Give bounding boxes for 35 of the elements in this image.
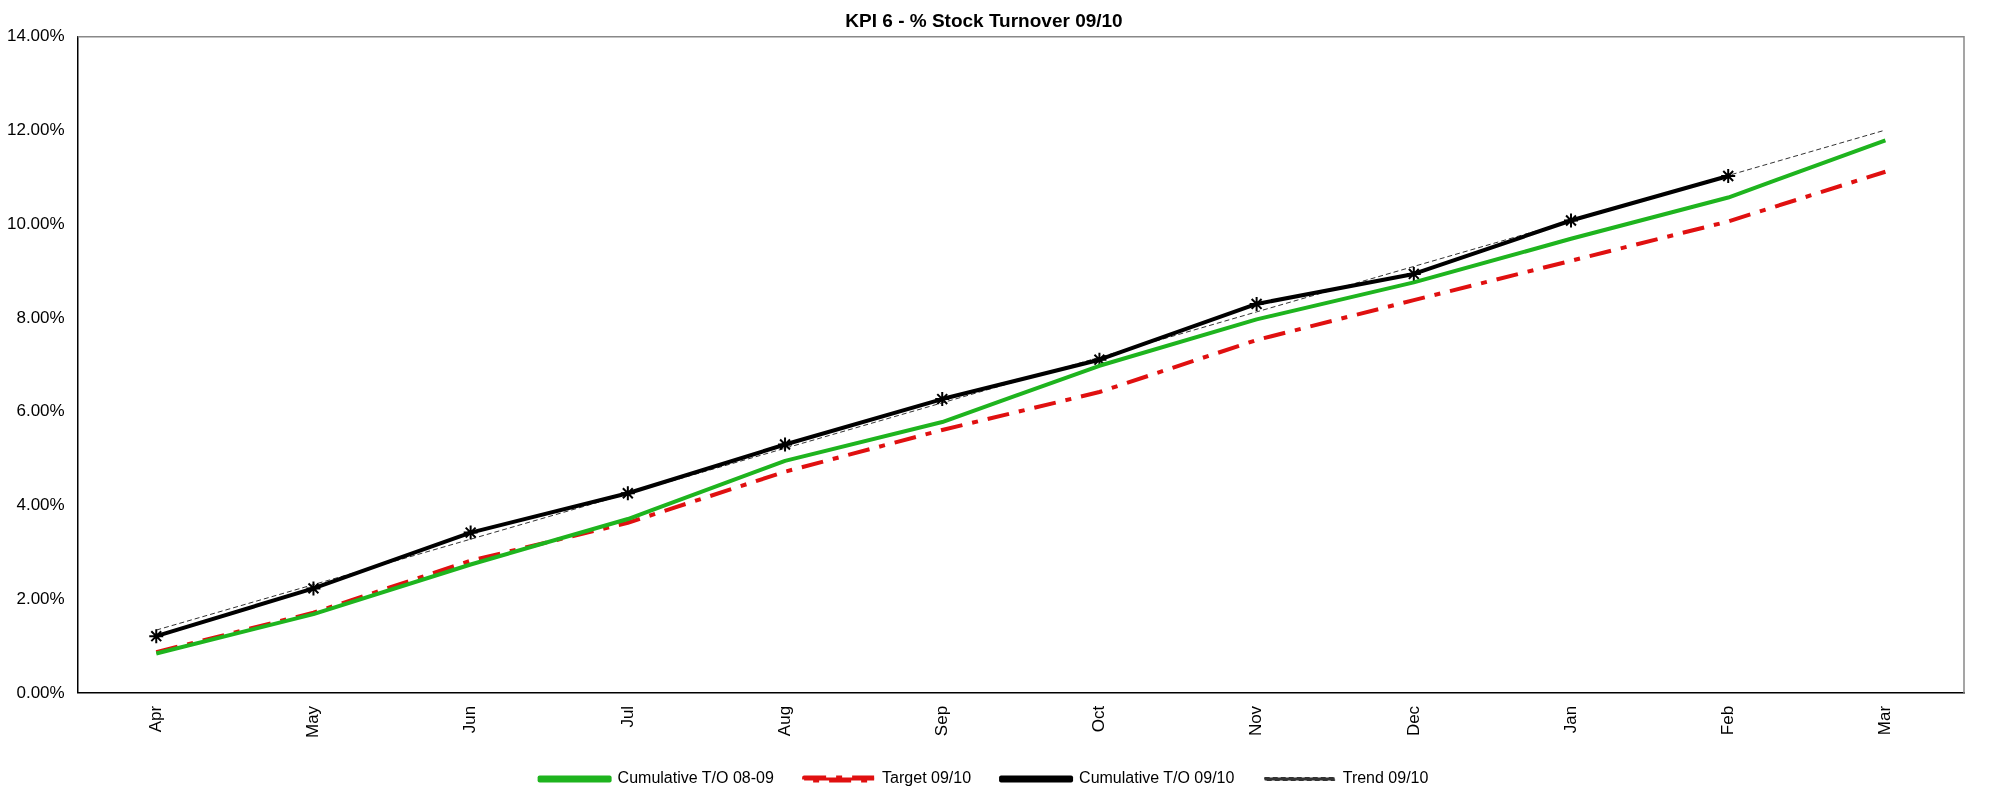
x-tick-label: Jan [1560, 705, 1580, 734]
point [1405, 265, 1422, 282]
legend-label: Target 09/10 [882, 769, 972, 787]
point [619, 485, 636, 502]
x-tick-label: Aug [774, 705, 794, 737]
point [934, 391, 951, 408]
y-tick-label: 4.00% [16, 495, 65, 515]
x-tick-label: Oct [1089, 705, 1109, 733]
point [1720, 167, 1737, 184]
point [777, 436, 794, 453]
point [148, 628, 165, 645]
point [1563, 212, 1580, 229]
x-tick-label: Sep [931, 705, 951, 737]
x-tick-label: Apr [145, 705, 165, 733]
point [305, 580, 322, 597]
legend-label: Trend 09/10 [1342, 769, 1429, 787]
y-tick-label: 14.00% [6, 26, 65, 46]
y-tick-label: 0.00% [16, 682, 65, 702]
x-tick-label: May [303, 705, 323, 739]
x-tick-label: Dec [1403, 705, 1423, 737]
legend-label: Cumulative T/O 08-09 [617, 769, 774, 787]
y-tick-label: 12.00% [6, 120, 65, 140]
y-tick-label: 6.00% [16, 401, 65, 421]
y-tick-label: 10.00% [6, 213, 65, 233]
legend-label: Cumulative T/O 09/10 [1079, 769, 1235, 787]
x-tick-label: Jul [617, 705, 637, 728]
x-tick-label: Mar [1875, 705, 1895, 736]
y-tick-label: 8.00% [16, 307, 65, 327]
point [462, 524, 479, 541]
chart-title: KPI 6 - % Stock Turnover 09/10 [845, 9, 1123, 31]
x-tick-label: Nov [1246, 705, 1266, 737]
y-tick-label: 2.00% [16, 588, 65, 608]
point [1248, 295, 1265, 312]
x-tick-label: Jun [460, 705, 480, 734]
x-tick-label: Feb [1717, 705, 1737, 736]
